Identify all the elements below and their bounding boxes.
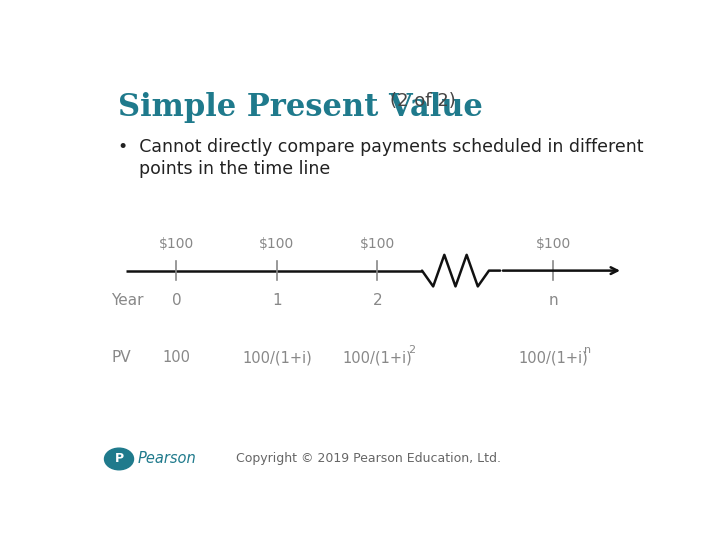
Text: Year: Year xyxy=(111,294,144,308)
Text: P: P xyxy=(114,453,124,465)
Text: $100: $100 xyxy=(159,237,194,251)
Text: Copyright © 2019 Pearson Education, Ltd.: Copyright © 2019 Pearson Education, Ltd. xyxy=(236,452,502,465)
Text: 100/(1+i): 100/(1+i) xyxy=(242,350,312,366)
Text: 0: 0 xyxy=(171,294,181,308)
Text: points in the time line: points in the time line xyxy=(139,160,330,178)
Text: n: n xyxy=(549,294,558,308)
Circle shape xyxy=(104,448,133,470)
Text: •  Cannot directly compare payments scheduled in different: • Cannot directly compare payments sched… xyxy=(118,138,644,156)
Text: 2: 2 xyxy=(408,346,415,355)
Text: 100: 100 xyxy=(163,350,191,366)
Text: 100/(1+i): 100/(1+i) xyxy=(518,350,588,366)
Text: 1: 1 xyxy=(272,294,282,308)
Text: $100: $100 xyxy=(360,237,395,251)
Text: 2: 2 xyxy=(372,294,382,308)
Text: Pearson: Pearson xyxy=(138,451,197,467)
Text: 100/(1+i): 100/(1+i) xyxy=(343,350,413,366)
Text: $100: $100 xyxy=(536,237,571,251)
Text: n: n xyxy=(584,346,591,355)
Text: (2 of 2): (2 of 2) xyxy=(390,92,456,110)
Text: Simple Present Value: Simple Present Value xyxy=(118,92,483,123)
Text: $100: $100 xyxy=(259,237,294,251)
Text: PV: PV xyxy=(111,350,131,366)
